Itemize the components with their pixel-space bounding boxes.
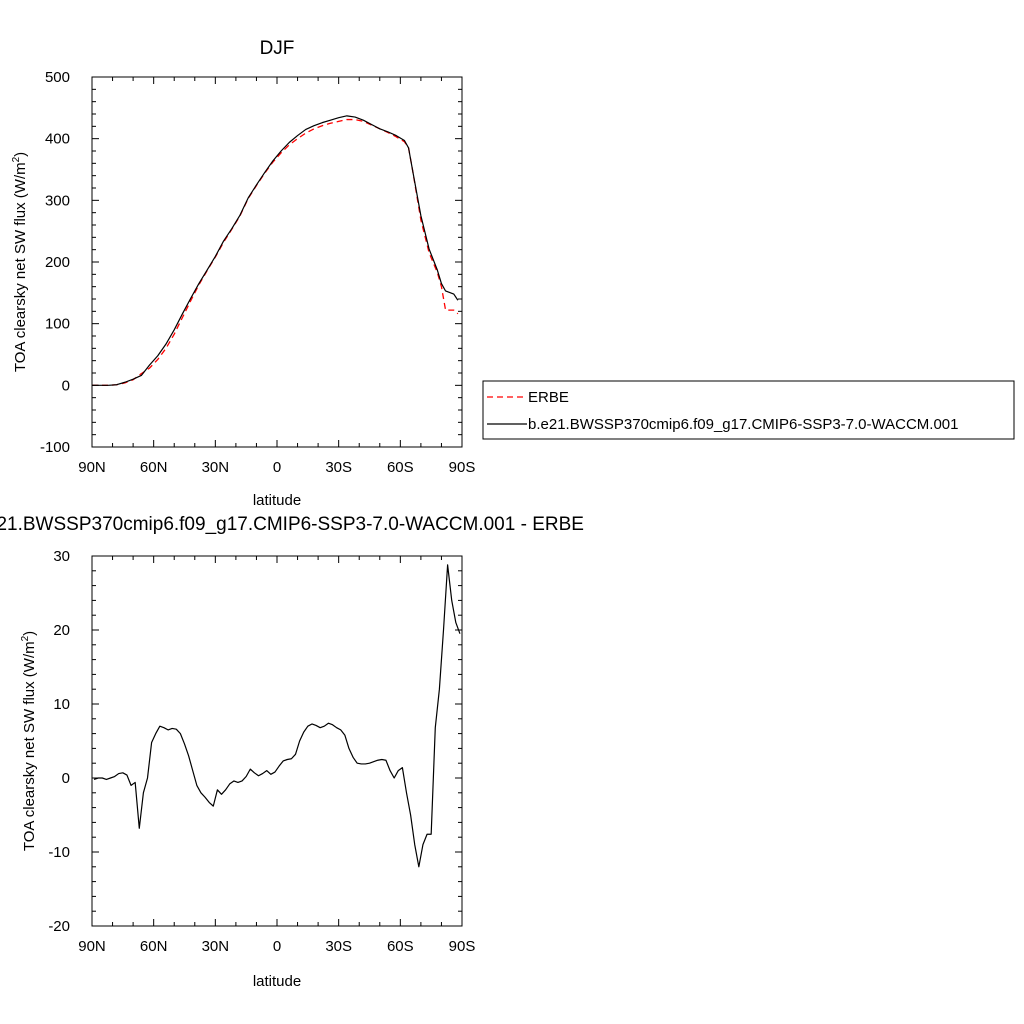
top-y-axis-label: TOA clearsky net SW flux (W/m2) bbox=[11, 152, 29, 372]
bottom-x-tick-label: 30N bbox=[202, 938, 230, 955]
top-y-tick-label: 400 bbox=[45, 131, 70, 148]
bottom-y-tick-label: 30 bbox=[53, 548, 70, 565]
top-axis-ticks: 90N 60N 30N 0 30S 60S 90S -100 0 100 200 300 400 500 bbox=[40, 69, 475, 476]
bottom-y-tick-label: -10 bbox=[48, 844, 70, 861]
bottom-y-tick-label: 0 bbox=[62, 770, 70, 787]
bottom-series-line-0 bbox=[93, 564, 461, 868]
top-x-tick-label: 90S bbox=[449, 459, 476, 476]
chart-legend: ERBE b.e21.BWSSP370cmip6.f09_g17.CMIP6-S… bbox=[482, 380, 1015, 440]
bottom-y-tick-label: -20 bbox=[48, 918, 70, 935]
bottom-x-tick-label: 60N bbox=[140, 938, 168, 955]
bottom-plot-frame bbox=[91, 555, 463, 927]
bottom-y-tick-label: 10 bbox=[53, 696, 70, 713]
bottom-axis-ticks: 90N 60N 30N 0 30S 60S 90S -20 -10 0 10 20 30 bbox=[48, 548, 475, 955]
bottom-y-axis-label: TOA clearsky net SW flux (W/m2) bbox=[20, 631, 38, 851]
legend-box bbox=[482, 380, 1015, 440]
bottom-y-axis-label-close: ) bbox=[21, 631, 38, 636]
top-y-tick-label: 200 bbox=[45, 254, 70, 271]
bottom-y-tick-label: 20 bbox=[53, 622, 70, 639]
top-y-axis-label-sup: 2 bbox=[11, 156, 22, 162]
top-chart-title: DJF bbox=[260, 38, 295, 59]
top-x-axis-label: latitude bbox=[253, 492, 301, 509]
bottom-x-tick-label: 30S bbox=[325, 938, 352, 955]
legend-model-label: b.e21.BWSSP370cmip6.f09_g17.CMIP6-SSP3-7… bbox=[528, 416, 958, 433]
legend-erbe-label: ERBE bbox=[528, 389, 569, 406]
bottom-x-tick-label: 90N bbox=[78, 938, 106, 955]
top-plot-lines bbox=[92, 115, 459, 386]
top-y-tick-label: 500 bbox=[45, 69, 70, 86]
top-x-tick-label: 30N bbox=[202, 459, 230, 476]
bottom-y-axis-label-sup: 2 bbox=[20, 635, 31, 641]
bottom-plot-lines bbox=[93, 564, 461, 868]
bottom-x-tick-label: 90S bbox=[449, 938, 476, 955]
top-x-tick-label: 30S bbox=[325, 459, 352, 476]
bottom-x-tick-label: 60S bbox=[387, 938, 414, 955]
top-y-tick-label: 0 bbox=[62, 377, 70, 394]
top-x-tick-label: 0 bbox=[273, 459, 281, 476]
top-x-tick-label: 90N bbox=[78, 459, 106, 476]
top-y-tick-label: 300 bbox=[45, 192, 70, 209]
panel-bottom-chart: b.e21.BWSSP370cmip6.f09_g17.CMIP6-SSP3-7… bbox=[0, 514, 584, 990]
top-y-tick-label: 100 bbox=[45, 316, 70, 333]
top-y-axis-label-main: TOA clearsky net SW flux (W/m bbox=[12, 162, 29, 372]
top-y-tick-label: -100 bbox=[40, 439, 70, 456]
top-x-tick-label: 60S bbox=[387, 459, 414, 476]
bottom-y-axis-label-main: TOA clearsky net SW flux (W/m bbox=[21, 641, 38, 851]
panel-top-chart: DJF 90N 60N 30N 0 30S 60S 90S -100 0 100 200 300 400… bbox=[11, 38, 475, 509]
top-y-axis-label-close: ) bbox=[12, 152, 29, 157]
top-series-line-1 bbox=[92, 115, 459, 386]
top-x-tick-label: 60N bbox=[140, 459, 168, 476]
bottom-chart-title: b.e21.BWSSP370cmip6.f09_g17.CMIP6-SSP3-7… bbox=[0, 514, 584, 535]
bottom-x-tick-label: 0 bbox=[273, 938, 281, 955]
bottom-x-axis-label: latitude bbox=[253, 973, 301, 990]
top-plot-frame bbox=[91, 76, 463, 448]
